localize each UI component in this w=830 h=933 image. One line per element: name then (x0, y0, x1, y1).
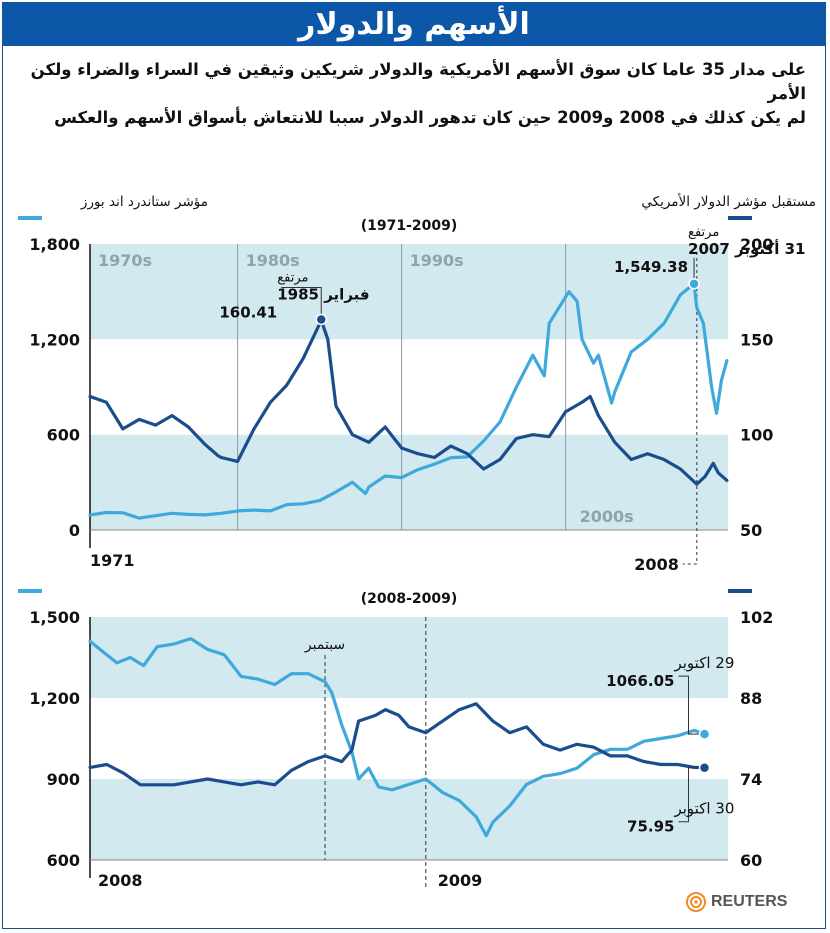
chart1-band (90, 339, 728, 435)
chart2-y-right-tick: 60 (740, 851, 762, 870)
chart1-y-left-tick: 1,200 (29, 330, 80, 349)
chart2-band (90, 617, 728, 698)
subtitle-line-1: على مدار 35 عاما كان سوق الأسهم الأمريكي… (30, 60, 806, 103)
chart1-y-left-tick: 1,800 (29, 235, 80, 254)
chart1-period-label: (1971-2009) (361, 218, 458, 234)
title-bar: الأسهم والدولار (2, 2, 826, 46)
chart1-annotation-text: 1,549.38 (614, 258, 688, 276)
chart1-peak-1985-leader (281, 286, 322, 320)
chart1-band (90, 244, 728, 340)
legend-dollar-swatch-2 (728, 589, 752, 593)
chart2-annotation-point (698, 728, 711, 740)
reuters-logo: REUTERS (686, 892, 787, 912)
chart1-annotation-text: مرتفع (277, 270, 308, 285)
chart2-band (90, 779, 728, 860)
chart2-annotation-point (698, 761, 711, 774)
chart1-y-left-tick: 600 (47, 426, 80, 445)
chart1-decade-label: 1990s (410, 251, 464, 270)
chart2-annotation-text: 75.95 (627, 818, 674, 836)
chart2-period-label: (2008-2009) (361, 591, 458, 607)
chart2-y-right-tick: 74 (740, 770, 762, 789)
page-title: الأسهم والدولار (298, 6, 530, 42)
chart2-y-left-tick: 600 (47, 851, 80, 870)
chart2-sp-line (88, 636, 707, 838)
chart1-annotation-text: مرتفع (688, 225, 719, 240)
chart1-decade-label: 2000s (580, 507, 634, 526)
chart2-annotation-text: 1066.05 (606, 672, 674, 690)
reuters-icon (686, 892, 706, 912)
chart2-y-right-tick: 88 (740, 689, 762, 708)
chart1-y-right-tick: 100 (740, 426, 773, 445)
chart1-annotation-text: 160.41 (219, 303, 277, 321)
chart2-x-start-label: 2008 (98, 871, 143, 890)
chart1-annotation-text: 31 أكتوبر 2007 (688, 239, 805, 258)
legend-dollar-label: مستقبل مؤشر الدولار الأمريكي (641, 194, 816, 210)
chart1-annotation-point (688, 278, 700, 290)
chart1-y-right-tick: 150 (740, 330, 773, 349)
chart2-annotation-text: 30 اكتوبر (673, 800, 734, 818)
chart1-sp-line (88, 282, 729, 520)
chart1-y-left-tick: 0 (69, 521, 80, 540)
chart1-decade-label: 1980s (246, 251, 300, 270)
chart2-x-mid-label: 2009 (438, 871, 483, 890)
chart2-band (90, 698, 728, 779)
chart2-sp-end-leader (678, 675, 705, 735)
chart1-y-right-tick: 50 (740, 521, 762, 540)
chart1-annotation-point (315, 313, 328, 326)
chart2-september-label: سبتمبر (304, 637, 345, 653)
chart2-dollar-line (88, 702, 707, 787)
subtitle-line-2: لم يكن كذلك في 2008 و2009 حين كان تدهور … (54, 108, 806, 127)
chart2-y-left-tick: 1,200 (29, 689, 80, 708)
chart1-x-start-label: 1971 (90, 551, 135, 570)
chart2-annotation-text: 29 اكتوبر (673, 654, 734, 672)
legend-sp-label: مؤشر ستاندرد اند بورز (80, 194, 208, 210)
chart1-x-end-label: 2008 (634, 555, 679, 574)
chart2-y-left-tick: 900 (47, 770, 80, 789)
chart2-dollar-end-leader (678, 767, 705, 823)
legend-dollar-swatch (728, 216, 752, 220)
chart1-decade-label: 1970s (98, 251, 152, 270)
reuters-logo-text: REUTERS (711, 893, 788, 910)
subtitle: على مدار 35 عاما كان سوق الأسهم الأمريكي… (30, 58, 806, 130)
chart2-y-left-tick: 1,500 (29, 608, 80, 627)
legend-sp-swatch-2 (18, 589, 42, 593)
legend-sp-swatch (18, 216, 42, 220)
chart1-dollar-line (88, 318, 729, 486)
chart2-y-right-tick: 102 (740, 608, 773, 627)
chart1-annotation-text: فبراير 1985 (277, 285, 369, 303)
chart1-y-right-tick: 200 (740, 235, 773, 254)
